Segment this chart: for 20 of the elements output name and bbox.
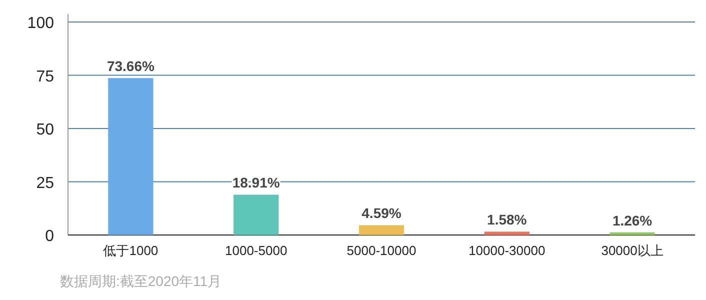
bar: [610, 232, 655, 235]
x-tick-label: 1000-5000: [225, 243, 288, 258]
data-label: 4.59%: [362, 205, 402, 222]
x-tick-label: 10000-30000: [468, 243, 546, 258]
data-label: 1.58%: [487, 212, 528, 228]
data-label: 73.66%: [106, 58, 155, 74]
y-tick-label: 50: [36, 122, 54, 138]
x-tick-label: 30000以上: [601, 243, 664, 258]
y-tick-label: 0: [45, 228, 54, 245]
x-tick-label: 低于1000: [103, 243, 158, 258]
y-tick-label: 100: [27, 15, 54, 32]
bar: [234, 194, 279, 235]
text: 数据周期:截至2020年11月: [60, 273, 222, 289]
y-tick-label: 75: [36, 68, 54, 86]
x-tick-label: 5000-10000: [346, 243, 416, 258]
data-label: 1.26%: [612, 212, 653, 228]
bar: [484, 232, 530, 235]
y-tick-label: 25: [36, 174, 54, 192]
bar: [108, 78, 154, 235]
bar: [358, 225, 404, 235]
